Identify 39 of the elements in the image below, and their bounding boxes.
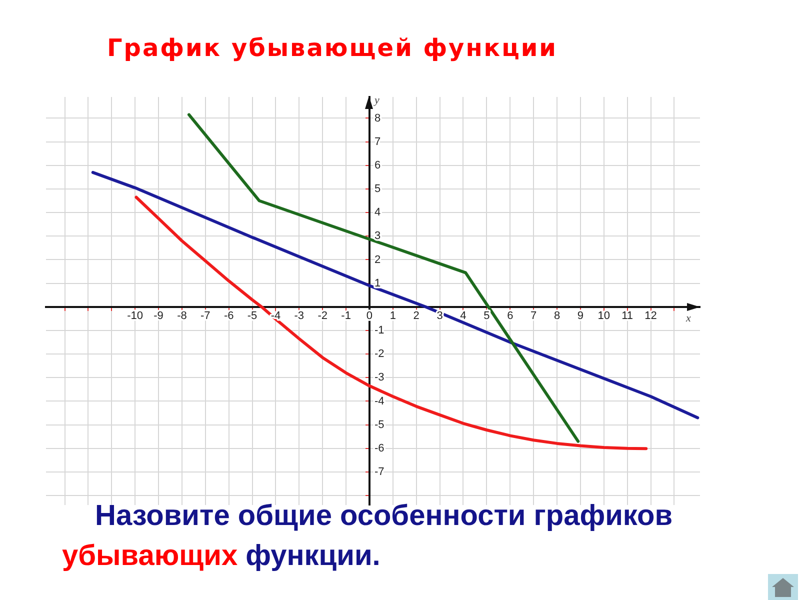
x-tick-label: 8 [554,310,560,322]
y-tick-label: -5 [374,418,384,431]
y-tick-label: -6 [374,442,384,454]
y-tick-label: 7 [374,136,381,148]
x-tick-label: -2 [318,310,328,322]
y-tick-label: -1 [374,324,384,337]
x-tick-label: 10 [598,310,610,322]
x-tick-label: -1 [341,310,351,322]
x-tick-label: -10 [127,310,144,322]
chart-title: График убывающей функции [107,34,558,62]
x-tick-label: -8 [177,310,187,322]
y-tick-label: 1 [374,277,381,290]
x-tick-label: 7 [530,310,537,322]
y-tick-label: -7 [374,466,384,478]
x-tick-label: 2 [413,310,420,322]
x-tick-label: 6 [507,310,514,322]
y-tick-label: -3 [374,372,384,384]
x-tick-label: 12 [644,310,657,322]
y-axis-title: y [373,94,380,106]
x-tick-label: 1 [390,310,396,322]
x-tick-label: 5 [484,310,490,322]
x-tick-label: -9 [154,310,164,322]
x-axis-title: x [685,312,691,324]
y-tick-label: 3 [374,230,381,242]
x-tick-label: -5 [247,310,258,322]
y-tick-label: -4 [374,395,384,408]
x-tick-label: 9 [577,310,584,322]
y-tick-label: 8 [374,112,381,124]
y-tick-label: -2 [374,348,384,360]
y-tick-label: 2 [374,254,381,266]
y-tick-label: 4 [374,206,381,219]
y-tick-label: 5 [374,183,381,196]
x-tick-label: -6 [224,310,234,322]
x-tick-label: 4 [460,310,466,322]
x-tick-label: 11 [622,310,634,322]
x-tick-label: -7 [200,310,210,322]
y-tick-label: 6 [374,159,381,172]
x-tick-label: -3 [294,310,304,322]
text: Назовите общие особенности графиков убывающих функции. [62,500,673,572]
